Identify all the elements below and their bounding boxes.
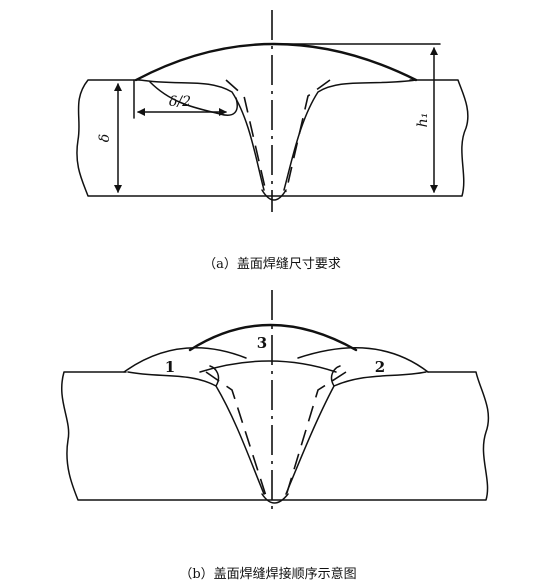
groove-dash-right-b [285, 371, 347, 497]
weld-pass-1 [123, 347, 247, 373]
inner-cap-arc [199, 360, 337, 373]
weld-pass-2 [297, 347, 429, 373]
wedge-left-a [149, 81, 238, 116]
panel-b: 1 2 3 （b）盖面焊缝焊接顺序示意图 [60, 290, 490, 582]
groove-dash-left-b [205, 371, 267, 497]
pass-label-2: 2 [375, 358, 385, 376]
pass-label-1: 1 [165, 358, 175, 376]
groove-dash-right-a [285, 79, 331, 193]
panel-a: δ δ/2 h₁ （a）盖面焊缝尺寸要求 [76, 10, 469, 272]
root-bead-b [261, 493, 289, 504]
caption-a: （a）盖面焊缝尺寸要求 [203, 256, 341, 272]
weld-cap-arc-a [134, 42, 418, 82]
half-delta-label: δ/2 [169, 94, 191, 110]
plate-outline-a [76, 79, 469, 197]
h1-label: h₁ [415, 113, 431, 128]
pass-label-3: 3 [257, 334, 267, 352]
plate-outline-b [60, 371, 490, 501]
caption-b: （b）盖面焊缝焊接顺序示意图 [179, 566, 356, 582]
groove-dash-left-a [225, 79, 267, 193]
root-bead-a [261, 189, 287, 201]
fusion-line-a [139, 79, 417, 191]
delta-label: δ [97, 134, 113, 142]
fusion-line-b [215, 385, 335, 495]
weld-pass-3 [188, 323, 358, 352]
